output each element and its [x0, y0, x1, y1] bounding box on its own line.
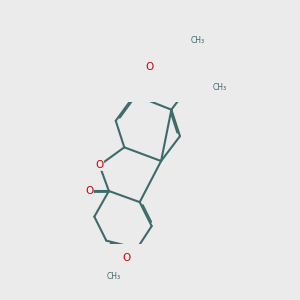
Text: CH₃: CH₃ [107, 272, 121, 281]
Text: O: O [95, 160, 104, 170]
Text: CH₃: CH₃ [213, 83, 227, 92]
Text: O: O [85, 186, 93, 196]
Text: CH₃: CH₃ [190, 37, 204, 46]
Text: O: O [145, 62, 153, 72]
Text: O: O [122, 253, 130, 263]
